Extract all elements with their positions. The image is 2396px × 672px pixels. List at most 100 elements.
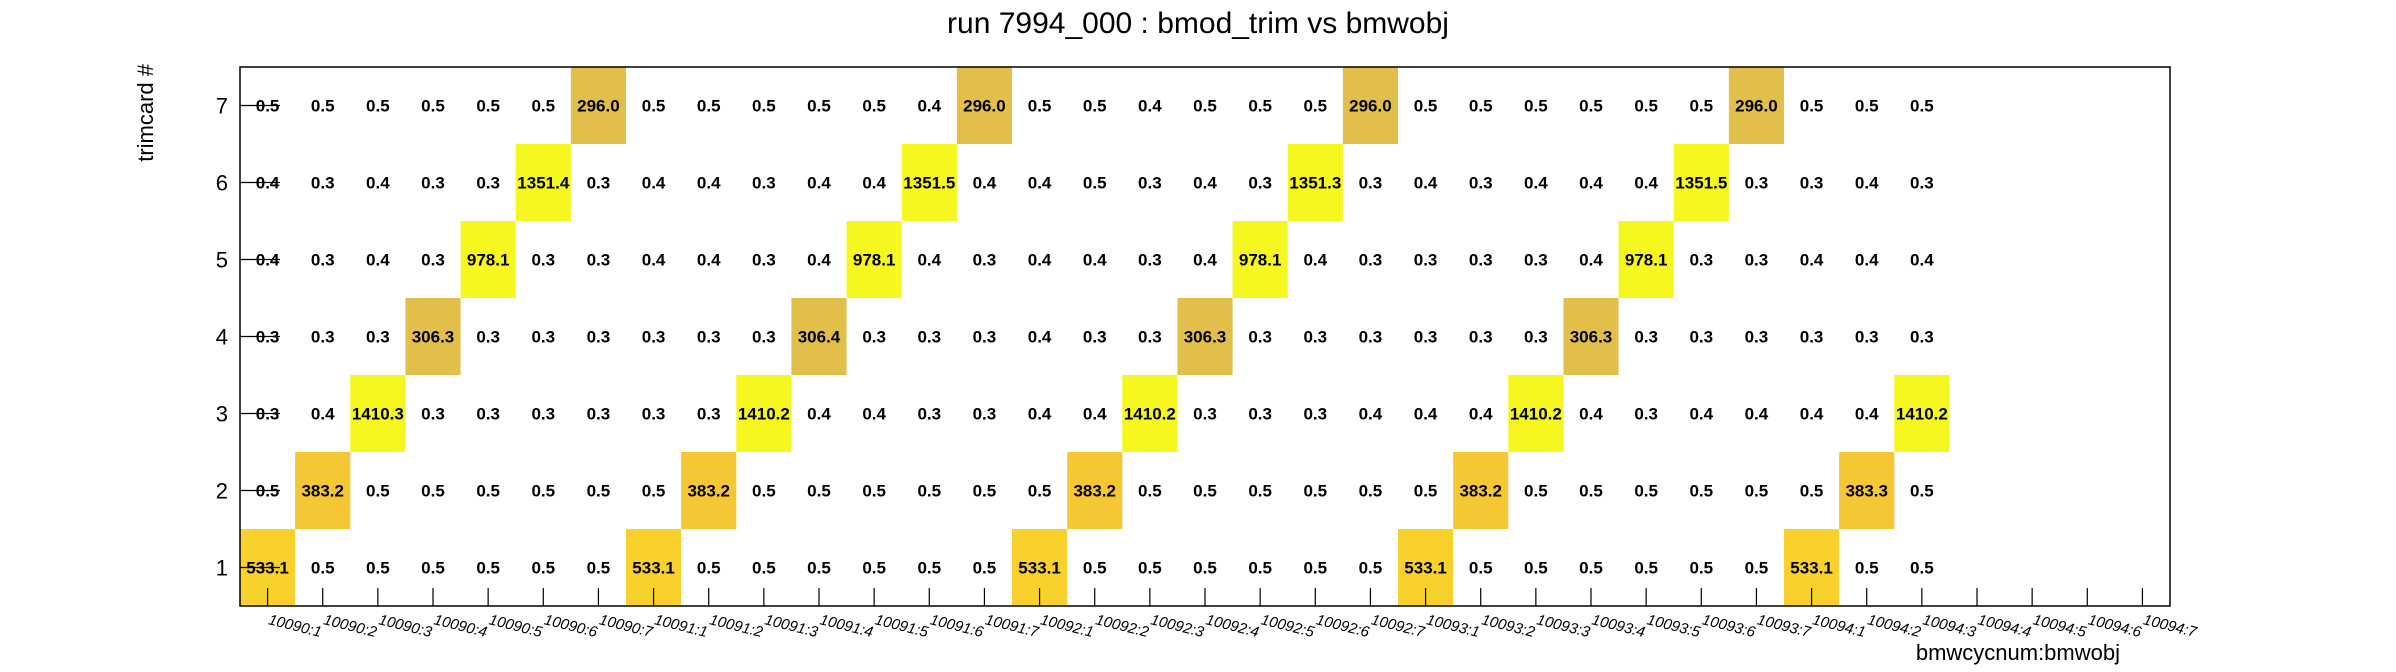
cell-value-label: 0.4 — [1138, 97, 1162, 116]
heatmap-cell — [295, 452, 351, 529]
cell-value-label: 0.5 — [1634, 482, 1658, 501]
cell-value-label: 0.4 — [807, 174, 831, 193]
cell-value-label: 0.4 — [1800, 405, 1824, 424]
cell-value-label: 0.4 — [862, 174, 886, 193]
heatmap-cell — [350, 375, 406, 452]
cell-value-label: 0.3 — [476, 328, 500, 347]
cell-value-label: 978.1 — [853, 251, 896, 270]
cell-value-label: 0.3 — [1359, 328, 1383, 347]
x-tick-label: 10094:3 — [1921, 611, 1978, 641]
cell-value-label: 0.5 — [311, 559, 335, 578]
x-tick-label: 10092:2 — [1094, 611, 1151, 641]
x-tick-label: 10094:4 — [1976, 611, 2033, 641]
cell-value-label: 0.5 — [1579, 559, 1603, 578]
cell-value-label: 0.5 — [1910, 482, 1934, 501]
cell-value-label: 0.5 — [1689, 97, 1713, 116]
cell-value-label: 0.3 — [587, 251, 611, 270]
cell-value-label: 0.5 — [531, 97, 555, 116]
cell-value-label: 0.5 — [1855, 559, 1879, 578]
heatmap-cell — [956, 67, 1012, 144]
heatmap-cell — [515, 144, 571, 221]
heatmap-cells: 533.1 0.5 0.5 0.5 0.5 0.5 0.5 533.1 0.5 0.5 0.5 0.5… — [240, 67, 1950, 606]
x-tick-label: 10090:6 — [542, 611, 599, 641]
cell-value-label: 383.3 — [1845, 482, 1888, 501]
cell-value-label: 0.3 — [1910, 328, 1934, 347]
cell-value-label: 0.3 — [531, 405, 555, 424]
cell-value-label: 0.3 — [1745, 251, 1769, 270]
cell-value-label: 0.3 — [1248, 174, 1272, 193]
cell-value-label: 0.5 — [476, 97, 500, 116]
cell-value-label: 0.5 — [1138, 482, 1162, 501]
cell-value-label: 0.4 — [973, 174, 997, 193]
cell-value-label: 978.1 — [1239, 251, 1282, 270]
heatmap-cell — [901, 144, 957, 221]
y-tick-label: 7 — [216, 94, 228, 119]
cell-value-label: 0.4 — [1855, 251, 1879, 270]
cell-value-label: 0.5 — [1414, 97, 1438, 116]
cell-value-label: 0.5 — [1745, 482, 1769, 501]
cell-value-label: 0.3 — [973, 251, 997, 270]
cell-value-label: 0.4 — [1303, 251, 1327, 270]
cell-value-label: 0.5 — [1303, 559, 1327, 578]
cell-value-label: 0.4 — [1028, 405, 1052, 424]
cell-value-label: 0.4 — [1524, 174, 1548, 193]
cell-value-label: 296.0 — [963, 97, 1006, 116]
cell-value-label: 0.5 — [807, 97, 831, 116]
cell-value-label: 0.5 — [1469, 559, 1493, 578]
cell-value-label: 0.3 — [697, 405, 721, 424]
x-tick-label: 10090:3 — [377, 611, 434, 641]
cell-value-label: 296.0 — [1735, 97, 1778, 116]
cell-value-label: 0.5 — [1910, 97, 1934, 116]
cell-value-label: 0.5 — [1193, 97, 1217, 116]
cell-value-label: 0.3 — [311, 251, 335, 270]
x-tick-label: 10093:6 — [1700, 611, 1757, 641]
cell-value-label: 0.5 — [366, 559, 390, 578]
cell-value-label: 0.5 — [476, 482, 500, 501]
cell-value-label: 0.3 — [587, 405, 611, 424]
cell-value-label: 0.3 — [973, 328, 997, 347]
cell-value-label: 0.5 — [697, 97, 721, 116]
x-tick-label: 10094:6 — [2086, 611, 2143, 641]
heatmap-cell — [1122, 375, 1178, 452]
cell-value-label: 0.4 — [1414, 405, 1438, 424]
cell-value-label: 0.5 — [1524, 559, 1548, 578]
x-tick-label: 10092:7 — [1369, 611, 1426, 641]
cell-value-label: 0.5 — [752, 559, 776, 578]
cell-value-label: 0.3 — [1083, 328, 1107, 347]
x-tick-label: 10090:2 — [322, 611, 379, 641]
cell-value-label: 0.4 — [366, 174, 390, 193]
cell-value-label: 0.3 — [1248, 405, 1272, 424]
x-tick-label: 10094:7 — [2141, 611, 2198, 641]
cell-value-label: 0.3 — [1634, 328, 1658, 347]
heatmap-cell — [1232, 221, 1288, 298]
x-tick-label: 10090:5 — [487, 611, 544, 641]
heatmap-cell — [570, 67, 626, 144]
cell-value-label: 0.5 — [1524, 482, 1548, 501]
x-tick-label: 10090:1 — [267, 611, 324, 641]
y-tick-label: 1 — [216, 556, 228, 581]
cell-value-label: 0.4 — [1579, 174, 1603, 193]
cell-value-label: 0.3 — [531, 251, 555, 270]
cell-value-label: 0.5 — [1855, 97, 1879, 116]
cell-value-label: 0.3 — [311, 174, 335, 193]
cell-value-label: 1410.2 — [738, 405, 790, 424]
cell-value-label: 0.5 — [1028, 97, 1052, 116]
cell-value-label: 0.3 — [1855, 328, 1879, 347]
cell-value-label: 0.3 — [1359, 174, 1383, 193]
cell-value-label: 0.3 — [1303, 328, 1327, 347]
cell-value-label: 0.4 — [1359, 405, 1383, 424]
cell-value-label: 0.4 — [1083, 405, 1107, 424]
cell-value-label: 0.4 — [1028, 328, 1052, 347]
cell-value-label: 0.4 — [807, 251, 831, 270]
y-tick-label: 4 — [216, 325, 228, 350]
cell-value-label: 0.5 — [752, 482, 776, 501]
cell-value-label: 0.4 — [642, 174, 666, 193]
cell-value-label: 0.3 — [1138, 174, 1162, 193]
cell-value-label: 0.3 — [1414, 328, 1438, 347]
x-axis: 10090:110090:210090:310090:410090:510090… — [267, 588, 2199, 641]
cell-value-label: 0.5 — [587, 559, 611, 578]
cell-value-label: 0.3 — [421, 174, 445, 193]
cell-value-label: 0.4 — [1689, 405, 1713, 424]
cell-value-label: 0.3 — [642, 405, 666, 424]
